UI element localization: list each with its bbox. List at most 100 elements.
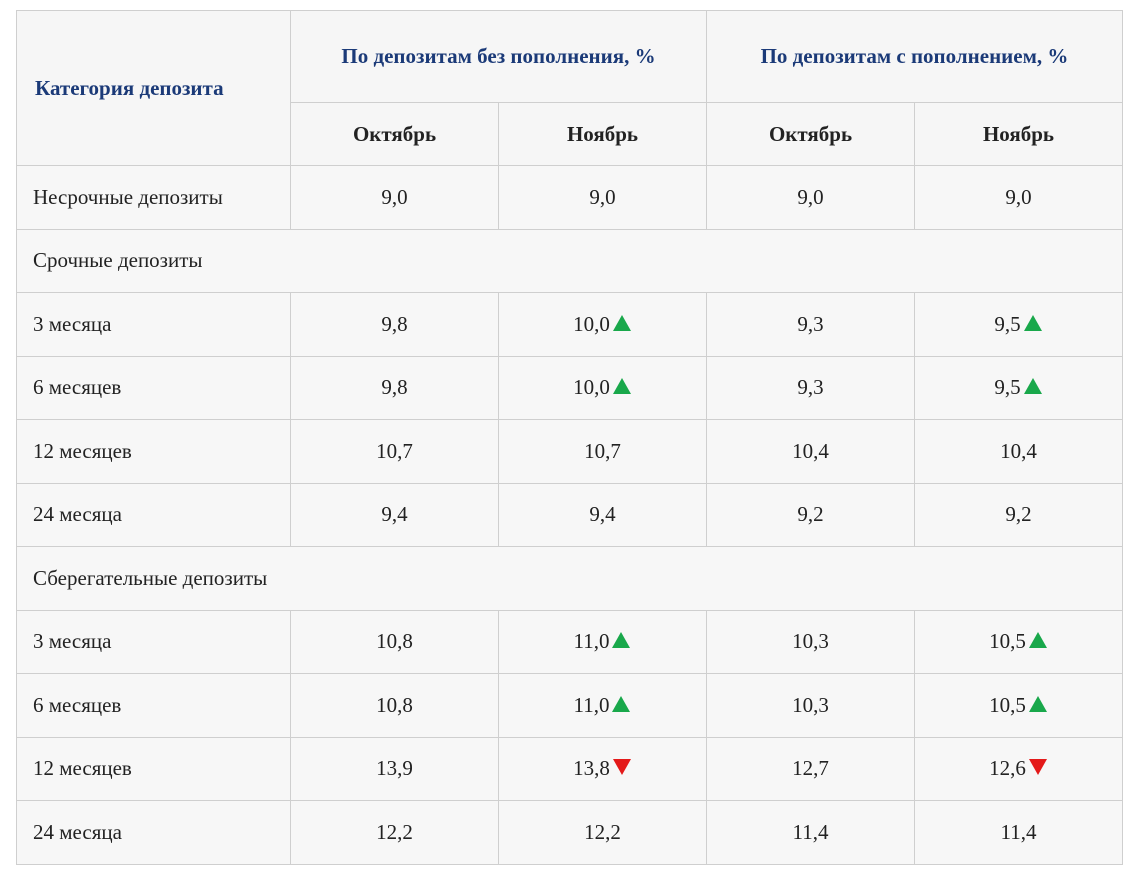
triangle — [1028, 695, 1047, 712]
rate-value: 9,0 — [381, 184, 408, 209]
rate-cell: 9,5 — [914, 355, 1123, 420]
triangle — [1028, 632, 1047, 649]
triangle — [1023, 378, 1042, 395]
rate-value: 9,2 — [1005, 502, 1032, 527]
data-row: 12 месяцев 10,7 10,7 10,4 10,4 — [16, 419, 1123, 484]
rate-value: 9,3 — [797, 375, 824, 400]
rate-value: 13,8 — [573, 756, 610, 781]
rate-value: 12,2 — [584, 819, 621, 844]
triangle — [612, 378, 631, 395]
row-label: 6 месяцев — [16, 673, 291, 738]
section-label: Срочные депозиты — [16, 228, 1123, 293]
trend-up-icon — [612, 314, 631, 331]
triangle — [1028, 759, 1047, 776]
rate-cell: 12,6 — [914, 736, 1123, 801]
rate-cell: 12,2 — [290, 800, 499, 865]
deposit-table: Категория депозита По депозитам без попо… — [16, 10, 1123, 865]
month-header: Ноябрь — [914, 102, 1123, 166]
row-label: 3 месяца — [16, 609, 291, 674]
trend-up-icon — [612, 695, 631, 712]
rate-value: 10,0 — [573, 375, 610, 400]
rate-value: 9,4 — [381, 502, 408, 527]
rate-value: 9,5 — [994, 375, 1021, 400]
row-label: Несрочные депозиты — [16, 165, 291, 230]
rate-cell: 13,8 — [498, 736, 707, 801]
rate-value: 9,0 — [1005, 184, 1032, 209]
data-row: 12 месяцев 13,9 13,8 12,7 12,6 — [16, 736, 1123, 801]
rate-cell: 12,7 — [706, 736, 915, 801]
rate-value: 9,4 — [589, 502, 616, 527]
rate-cell: 10,7 — [498, 419, 707, 484]
rate-cell: 9,0 — [290, 165, 499, 230]
table-body: Несрочные депозиты 9,0 9,0 9,0 9,0 Срочные де… — [16, 165, 1123, 865]
section-row: Срочные депозиты — [16, 228, 1123, 293]
rate-cell: 9,2 — [914, 482, 1123, 547]
rate-value: 10,5 — [989, 629, 1026, 654]
trend-up-icon — [1028, 632, 1047, 649]
category-header: Категория депозита — [16, 10, 291, 166]
rate-cell: 10,0 — [498, 355, 707, 420]
data-row: 6 месяцев 9,8 10,0 9,3 9,5 — [16, 355, 1123, 420]
rate-value: 10,3 — [792, 692, 829, 717]
rate-value: 10,8 — [376, 692, 413, 717]
rate-cell: 9,4 — [290, 482, 499, 547]
rate-cell: 13,9 — [290, 736, 499, 801]
rate-value: 10,4 — [792, 438, 829, 463]
row-label: 24 месяца — [16, 800, 291, 865]
rate-cell: 10,5 — [914, 609, 1123, 674]
rate-cell: 10,5 — [914, 673, 1123, 738]
rate-value: 9,0 — [589, 184, 616, 209]
triangle — [612, 759, 631, 776]
data-row: 6 месяцев 10,8 11,0 10,3 10,5 — [16, 673, 1123, 738]
rate-value: 10,4 — [1000, 438, 1037, 463]
rate-value: 9,8 — [381, 311, 408, 336]
data-row: 24 месяца 9,4 9,4 9,2 9,2 — [16, 482, 1123, 547]
trend-up-icon — [1023, 314, 1042, 331]
triangle — [612, 632, 631, 649]
rate-cell: 10,8 — [290, 609, 499, 674]
rate-cell: 9,8 — [290, 292, 499, 357]
section-row: Сберегательные депозиты — [16, 546, 1123, 611]
trend-up-icon — [612, 378, 631, 395]
group-header: По депозитам с пополнением, % — [706, 10, 1123, 103]
triangle — [1023, 314, 1042, 331]
row-label: 12 месяцев — [16, 419, 291, 484]
rate-value: 10,3 — [792, 629, 829, 654]
month-header: Ноябрь — [498, 102, 707, 166]
row-label: 6 месяцев — [16, 355, 291, 420]
rate-cell: 9,3 — [706, 355, 915, 420]
rate-value: 11,0 — [573, 692, 610, 717]
rate-cell: 9,8 — [290, 355, 499, 420]
rate-value: 11,4 — [792, 819, 829, 844]
rate-cell: 9,2 — [706, 482, 915, 547]
rate-value: 9,0 — [797, 184, 824, 209]
rate-value: 12,7 — [792, 756, 829, 781]
trend-up-icon — [1023, 378, 1042, 395]
rate-cell: 11,4 — [706, 800, 915, 865]
trend-down-icon — [612, 759, 631, 776]
rate-cell: 9,4 — [498, 482, 707, 547]
header-row: Категория депозита По депозитам без попо… — [16, 10, 1123, 166]
triangle — [612, 314, 631, 331]
rate-cell: 9,0 — [498, 165, 707, 230]
trend-down-icon — [1028, 759, 1047, 776]
rate-cell: 9,0 — [706, 165, 915, 230]
rate-cell: 10,3 — [706, 673, 915, 738]
rate-value: 10,5 — [989, 692, 1026, 717]
rate-value: 11,4 — [1000, 819, 1037, 844]
rate-value: 10,8 — [376, 629, 413, 654]
data-row: Несрочные депозиты 9,0 9,0 9,0 9,0 — [16, 165, 1123, 230]
rate-cell: 11,0 — [498, 609, 707, 674]
section-label: Сберегательные депозиты — [16, 546, 1123, 611]
rate-cell: 9,3 — [706, 292, 915, 357]
rate-cell: 12,2 — [498, 800, 707, 865]
data-row: 3 месяца 9,8 10,0 9,3 9,5 — [16, 292, 1123, 357]
rate-cell: 9,0 — [914, 165, 1123, 230]
rate-cell: 10,4 — [914, 419, 1123, 484]
data-row: 3 месяца 10,8 11,0 10,3 10,5 — [16, 609, 1123, 674]
rate-value: 9,5 — [994, 311, 1021, 336]
rate-value: 10,0 — [573, 311, 610, 336]
rate-cell: 9,5 — [914, 292, 1123, 357]
rate-value: 11,0 — [573, 629, 610, 654]
rate-cell: 10,4 — [706, 419, 915, 484]
